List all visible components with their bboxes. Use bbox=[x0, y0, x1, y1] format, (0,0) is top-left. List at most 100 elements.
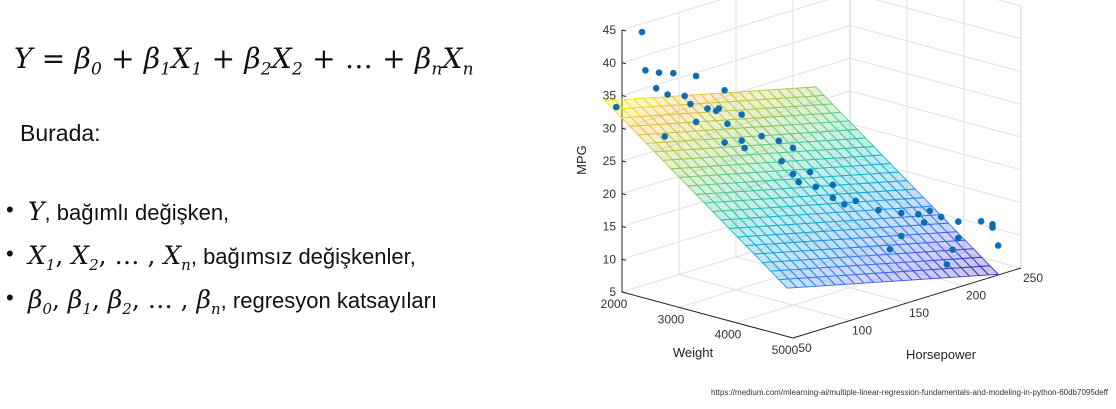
equation-x1: X bbox=[171, 42, 192, 75]
equation-betan-sub: n bbox=[431, 59, 443, 80]
y-tick-label: 100 bbox=[852, 324, 872, 338]
data-point bbox=[795, 178, 802, 186]
y-axis-label: Horsepower bbox=[906, 347, 977, 362]
y-axis-line bbox=[792, 267, 1022, 339]
data-point bbox=[681, 92, 688, 100]
data-point bbox=[943, 261, 951, 268]
equation-beta1-sub: 1 bbox=[160, 59, 172, 80]
z-tick-label: 20 bbox=[603, 187, 617, 201]
data-point bbox=[778, 157, 785, 165]
data-point bbox=[920, 219, 928, 226]
equation-plus: + bbox=[211, 42, 236, 75]
data-point bbox=[724, 120, 731, 128]
equation-beta2: β bbox=[244, 42, 261, 75]
mpg-3d-chart: 5 10 15 20 25 30 35 40 45 2000 3000 4000 5000 50 100 15… bbox=[574, 0, 1044, 362]
equation-plus: + bbox=[312, 42, 336, 75]
x-axis-line bbox=[621, 291, 794, 339]
y-tick-label: 50 bbox=[798, 341, 812, 355]
definition-text: , bağımsız değişkenler, bbox=[190, 244, 416, 269]
data-point bbox=[721, 87, 728, 94]
z-tick-mark bbox=[621, 160, 627, 163]
grid-line bbox=[621, 24, 1022, 96]
z-tick-label: 15 bbox=[603, 220, 617, 234]
data-point bbox=[652, 85, 660, 92]
data-point bbox=[687, 100, 694, 108]
axis-ticks: 5 10 15 20 25 30 35 40 45 2000 3000 4000 5000 50 100 15… bbox=[601, 23, 1044, 357]
data-point bbox=[955, 218, 962, 225]
definition-item-independent: X1, X2, … , Xn, bağımsız değişkenler, bbox=[6, 234, 437, 280]
data-point bbox=[898, 232, 905, 240]
z-tick-mark bbox=[621, 226, 627, 228]
data-point bbox=[613, 103, 620, 111]
equation-beta0-sub: 0 bbox=[90, 59, 102, 80]
data-point bbox=[994, 242, 1002, 249]
definition-text: , bağımlı değişken, bbox=[44, 200, 230, 225]
equation-x1-sub: 1 bbox=[191, 59, 203, 80]
equation-x2-sub: 2 bbox=[291, 59, 303, 80]
z-tick-mark bbox=[621, 291, 627, 294]
z-tick-label: 45 bbox=[603, 23, 617, 37]
data-point bbox=[852, 197, 859, 205]
regression-equation: Y = β0 + β1X1 + β2X2 + … + βnXn bbox=[14, 42, 474, 80]
z-tick-label: 30 bbox=[603, 121, 617, 135]
data-point bbox=[638, 28, 646, 36]
equation-equals: = bbox=[41, 42, 66, 75]
data-point bbox=[789, 170, 797, 178]
x-tick-label: 5000 bbox=[772, 343, 799, 357]
chart-box bbox=[621, 0, 1022, 339]
regression-surface bbox=[603, 86, 1000, 289]
grid-line bbox=[792, 239, 965, 286]
z-tick-label: 35 bbox=[603, 89, 617, 103]
equation-xn: X bbox=[442, 42, 463, 75]
data-point bbox=[829, 194, 837, 202]
data-point bbox=[806, 168, 814, 176]
grid-line bbox=[621, 0, 1022, 64]
math-x-list: X1, X2, … , Xn bbox=[28, 241, 191, 274]
grid-line bbox=[678, 274, 851, 321]
data-point bbox=[898, 209, 905, 217]
equation-xn-sub: n bbox=[462, 59, 474, 80]
data-point bbox=[741, 144, 748, 152]
data-point bbox=[989, 224, 996, 231]
z-axis-label: MPG bbox=[574, 145, 589, 175]
data-point bbox=[670, 69, 677, 77]
data-point bbox=[758, 132, 765, 140]
y-tick-label: 250 bbox=[1023, 271, 1043, 285]
z-tick-mark bbox=[621, 62, 627, 65]
x-tick-label: 3000 bbox=[658, 312, 685, 326]
data-point bbox=[664, 91, 671, 98]
definition-item-coefficients: β0, β1, β2, … , βn, regresyon katsayılar… bbox=[6, 278, 438, 324]
equation-plus: + bbox=[382, 42, 406, 75]
equation-beta0: β bbox=[74, 42, 91, 75]
z-tick-mark bbox=[621, 258, 627, 261]
data-point bbox=[775, 137, 783, 145]
data-point bbox=[692, 118, 700, 126]
x-tick-label: 4000 bbox=[715, 328, 742, 342]
grid-line bbox=[621, 221, 851, 293]
equation-y: Y bbox=[14, 42, 33, 75]
definition-text: , regresyon katsayıları bbox=[220, 288, 438, 313]
x-tick-label: 2000 bbox=[601, 297, 628, 311]
data-points bbox=[613, 28, 1002, 268]
data-point bbox=[789, 144, 797, 152]
data-point bbox=[926, 207, 934, 215]
grid-line bbox=[621, 0, 1022, 31]
intro-text: Burada: bbox=[20, 120, 101, 146]
data-point bbox=[841, 201, 848, 208]
definition-item-dependent: Y, bağımlı değişken, bbox=[6, 190, 437, 236]
z-tick-mark bbox=[621, 193, 627, 196]
grid-line bbox=[849, 221, 1022, 269]
grid-line bbox=[735, 252, 965, 324]
y-tick-label: 200 bbox=[966, 289, 986, 303]
data-point bbox=[661, 133, 669, 140]
z-tick-label: 10 bbox=[603, 252, 617, 266]
z-tick-mark bbox=[621, 95, 627, 97]
data-point bbox=[949, 246, 956, 253]
data-point bbox=[642, 67, 649, 74]
equation-plus: + bbox=[111, 42, 135, 75]
definition-list: Y, bağımlı değişken, X1, X2, … , Xn, bağ… bbox=[6, 190, 438, 324]
data-point bbox=[829, 181, 837, 189]
data-point bbox=[937, 213, 945, 221]
data-point bbox=[977, 218, 985, 225]
source-url: https://medium.com/mlearning-ai/multiple… bbox=[711, 388, 1108, 397]
